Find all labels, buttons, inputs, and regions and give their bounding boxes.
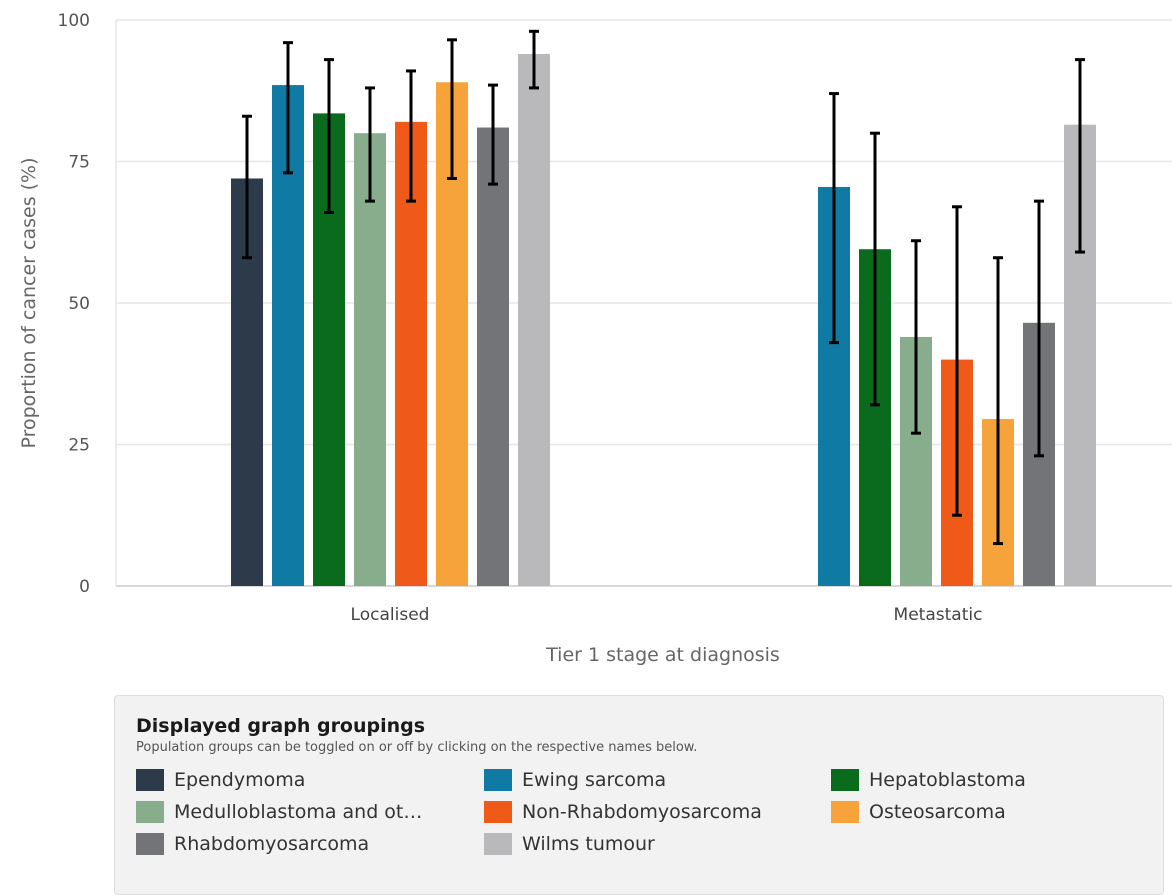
bar[interactable] [518,53,550,586]
legend-item[interactable]: Non-Rhabdomyosarcoma [484,798,762,826]
legend-label: Medulloblastoma and ot… [174,801,423,823]
legend-subtitle: Population groups can be toggled on or o… [136,740,698,755]
legend-item[interactable]: Hepatoblastoma [831,766,1026,794]
bars [231,53,1096,587]
legend-label: Ependymoma [174,769,306,791]
legend-item[interactable]: Rhabdomyosarcoma [136,830,369,858]
y-tick-label: 0 [79,577,90,597]
bar[interactable] [477,127,509,586]
x-axis-categories: Localised Metastatic [351,605,983,625]
legend-item[interactable]: Medulloblastoma and ot… [136,798,422,826]
legend-item[interactable]: Wilms tumour [484,830,655,858]
legend-swatch [136,801,164,823]
error-bars [242,29,1085,546]
legend-label: Osteosarcoma [869,801,1006,823]
x-axis-title: Tier 1 stage at diagnosis [545,644,780,666]
y-tick-label: 50 [68,294,90,314]
legend-swatch [136,769,164,791]
bar[interactable] [354,133,386,586]
y-axis-title: Proportion of cancer cases (%) [18,157,40,448]
y-axis-ticks: 0 25 50 75 100 [58,11,90,597]
legend-label: Ewing sarcoma [522,769,667,791]
legend-title: Displayed graph groupings [136,715,426,737]
x-category-label: Metastatic [894,605,983,625]
legend-swatch [831,769,859,791]
bar-chart: 0 25 50 75 100 Localised Metastatic Proportio… [18,11,1172,666]
legend-label: Rhabdomyosarcoma [174,833,370,855]
legend-swatch [831,801,859,823]
x-category-label: Localised [351,605,430,625]
legend-swatch [136,833,164,855]
legend-grid: Ependymoma Ewing sarcoma Hepatoblastoma Med… [136,766,1163,866]
legend-panel: Displayed graph groupings Population gro… [114,695,1164,895]
legend-swatch [484,833,512,855]
legend-item[interactable]: Ewing sarcoma [484,766,666,794]
legend-label: Non-Rhabdomyosarcoma [522,801,762,823]
y-tick-label: 25 [68,436,90,456]
legend-swatch [484,769,512,791]
y-tick-label: 75 [68,153,90,173]
legend-swatch [484,801,512,823]
legend-item[interactable]: Ependymoma [136,766,305,794]
y-tick-label: 100 [58,11,90,31]
legend-label: Wilms tumour [522,833,655,855]
legend-label: Hepatoblastoma [869,769,1026,791]
legend-item[interactable]: Osteosarcoma [831,798,1006,826]
